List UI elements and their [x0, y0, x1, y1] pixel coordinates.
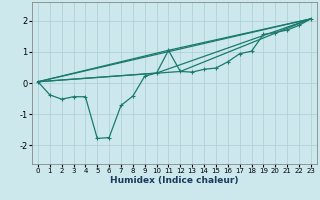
X-axis label: Humidex (Indice chaleur): Humidex (Indice chaleur) — [110, 176, 239, 185]
